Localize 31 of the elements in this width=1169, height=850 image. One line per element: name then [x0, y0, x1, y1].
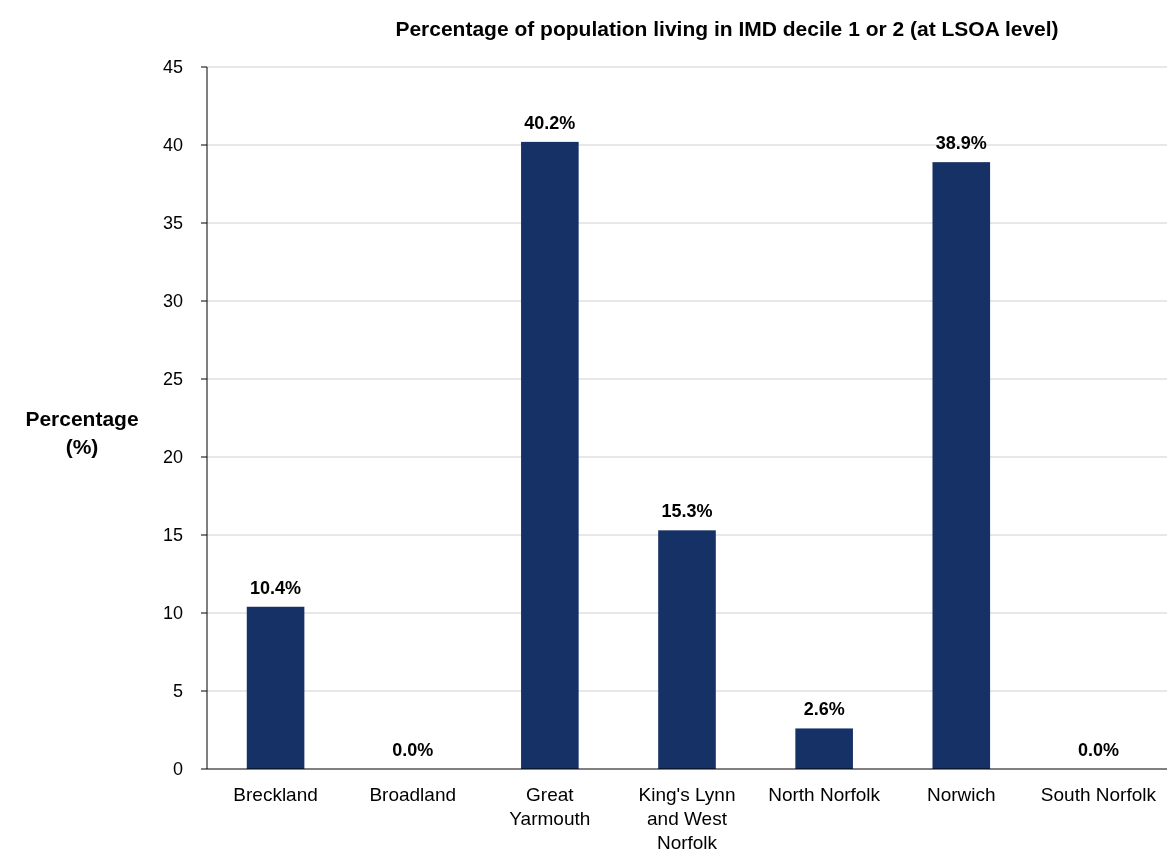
y-tick-label: 5: [172, 681, 183, 702]
x-tick-label: Broadland: [369, 784, 457, 805]
x-tick-label: North Norfolk: [768, 784, 881, 805]
y-tick-label: 10: [162, 603, 183, 624]
x-tick-label: Breckland: [233, 784, 318, 805]
x-tick-label: King's Lynn and West Norfolk: [638, 784, 736, 850]
bar: [658, 530, 716, 769]
y-tick-label: 15: [162, 525, 183, 546]
y-tick-label: 30: [162, 291, 183, 312]
data-label: 2.6%: [803, 699, 845, 720]
bar: [932, 162, 991, 769]
data-label: 38.9%: [935, 133, 987, 154]
y-tick-label: 20: [162, 447, 183, 468]
y-tick-label: 0: [172, 759, 183, 780]
y-axis-title: Percentage (%): [25, 407, 139, 458]
chart-title: Percentage of population living in IMD decile 1 or 2 (at LSOA level): [395, 17, 1059, 40]
y-tick-label: 25: [162, 369, 183, 390]
x-tick-label: Norwich: [926, 784, 996, 805]
bar: [795, 728, 853, 769]
y-tick-label: 45: [162, 57, 183, 78]
data-label: 40.2%: [524, 112, 576, 133]
data-label: 0.0%: [1077, 740, 1119, 760]
y-tick-label: 35: [162, 213, 183, 234]
x-tick-label: Great Yarmouth: [509, 784, 591, 829]
data-label: 0.0%: [392, 740, 434, 760]
bar: [521, 141, 579, 769]
x-tick-label: South Norfolk: [1040, 784, 1157, 805]
y-tick-label: 40: [162, 135, 183, 156]
data-label: 15.3%: [661, 501, 713, 522]
data-label: 10.4%: [250, 577, 302, 598]
bar: [246, 606, 305, 769]
